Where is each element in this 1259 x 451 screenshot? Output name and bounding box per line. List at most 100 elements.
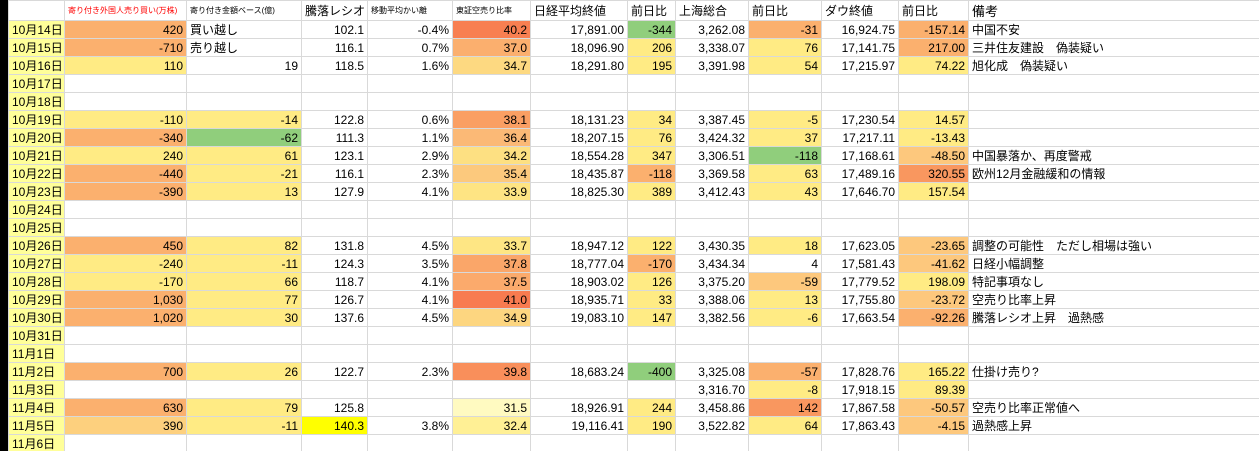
- cell-shanghai[interactable]: 3,434.34: [675, 254, 749, 273]
- cell-amount[interactable]: [186, 74, 302, 93]
- cell-ma[interactable]: 2.9%: [367, 146, 453, 165]
- cell-amount[interactable]: [186, 380, 302, 399]
- date-cell[interactable]: 10月29日: [8, 290, 65, 309]
- cell-remark[interactable]: 三井住友建設 偽装疑い: [968, 38, 1259, 57]
- cell-nikkei_chg[interactable]: 206: [627, 38, 676, 57]
- cell-nikkei_chg[interactable]: 389: [627, 182, 676, 201]
- cell-nikkei_chg[interactable]: [627, 380, 676, 399]
- cell-remark[interactable]: 過熱感上昇: [968, 416, 1259, 435]
- cell-foreign[interactable]: -440: [64, 164, 187, 183]
- cell-nikkei[interactable]: [530, 344, 628, 363]
- cell-ma[interactable]: [367, 74, 453, 93]
- cell-dow[interactable]: [821, 74, 899, 93]
- cell-dow[interactable]: [821, 92, 899, 111]
- cell-shanghai_chg[interactable]: -59: [748, 272, 822, 291]
- cell-dow_chg[interactable]: -4.15: [898, 416, 969, 435]
- cell-shanghai[interactable]: 3,382.56: [675, 308, 749, 327]
- cell-shanghai[interactable]: [675, 92, 749, 111]
- cell-nikkei[interactable]: [530, 92, 628, 111]
- cell-shanghai[interactable]: 3,262.08: [675, 20, 749, 39]
- cell-shanghai[interactable]: [675, 218, 749, 237]
- cell-shanghai_chg[interactable]: -8: [748, 380, 822, 399]
- cell-foreign[interactable]: [64, 326, 187, 345]
- cell-remark[interactable]: 中国不安: [968, 20, 1259, 39]
- cell-amount[interactable]: [186, 344, 302, 363]
- header-cell-dow_chg[interactable]: 前日比: [898, 0, 969, 21]
- cell-short[interactable]: 33.7: [452, 236, 531, 255]
- cell-ma[interactable]: [367, 200, 453, 219]
- cell-shanghai_chg[interactable]: -6: [748, 308, 822, 327]
- cell-nikkei_chg[interactable]: -118: [627, 164, 676, 183]
- cell-short[interactable]: 33.9: [452, 182, 531, 201]
- cell-remark[interactable]: 特記事項なし: [968, 272, 1259, 291]
- cell-dow_chg[interactable]: 165.22: [898, 362, 969, 381]
- cell-dow_chg[interactable]: [898, 344, 969, 363]
- cell-ratio[interactable]: 116.1: [301, 164, 368, 183]
- date-cell[interactable]: 10月16日: [8, 56, 65, 75]
- cell-shanghai[interactable]: 3,391.98: [675, 56, 749, 75]
- cell-dow_chg[interactable]: 198.09: [898, 272, 969, 291]
- cell-amount[interactable]: 79: [186, 398, 302, 417]
- cell-shanghai_chg[interactable]: -57: [748, 362, 822, 381]
- cell-ratio[interactable]: [301, 74, 368, 93]
- cell-dow[interactable]: 17,646.70: [821, 182, 899, 201]
- cell-shanghai[interactable]: 3,387.45: [675, 110, 749, 129]
- cell-dow_chg[interactable]: -23.72: [898, 290, 969, 309]
- cell-nikkei_chg[interactable]: 34: [627, 110, 676, 129]
- cell-ma[interactable]: 1.1%: [367, 128, 453, 147]
- cell-short[interactable]: [452, 326, 531, 345]
- cell-dow[interactable]: 17,141.75: [821, 38, 899, 57]
- cell-ratio[interactable]: [301, 380, 368, 399]
- cell-ratio[interactable]: 124.3: [301, 254, 368, 273]
- date-cell[interactable]: 11月1日: [8, 344, 65, 363]
- cell-nikkei_chg[interactable]: -400: [627, 362, 676, 381]
- date-cell[interactable]: 10月21日: [8, 146, 65, 165]
- cell-amount[interactable]: 30: [186, 308, 302, 327]
- cell-nikkei[interactable]: 18,291.80: [530, 56, 628, 75]
- cell-ma[interactable]: 1.6%: [367, 56, 453, 75]
- cell-foreign[interactable]: [64, 380, 187, 399]
- cell-amount[interactable]: 77: [186, 290, 302, 309]
- cell-ratio[interactable]: 111.3: [301, 128, 368, 147]
- cell-dow[interactable]: 16,924.75: [821, 20, 899, 39]
- cell-shanghai_chg[interactable]: 64: [748, 416, 822, 435]
- cell-nikkei_chg[interactable]: [627, 74, 676, 93]
- cell-foreign[interactable]: 110: [64, 56, 187, 75]
- header-cell-dow[interactable]: ダウ終値: [821, 0, 899, 21]
- cell-dow_chg[interactable]: 217.00: [898, 38, 969, 57]
- cell-short[interactable]: 34.9: [452, 308, 531, 327]
- cell-ma[interactable]: 2.3%: [367, 164, 453, 183]
- cell-dow_chg[interactable]: -50.57: [898, 398, 969, 417]
- cell-dow[interactable]: 17,217.11: [821, 128, 899, 147]
- cell-dow_chg[interactable]: [898, 200, 969, 219]
- cell-dow_chg[interactable]: 14.57: [898, 110, 969, 129]
- cell-shanghai[interactable]: [675, 434, 749, 451]
- cell-dow[interactable]: 17,918.15: [821, 380, 899, 399]
- cell-dow[interactable]: 17,867.58: [821, 398, 899, 417]
- cell-foreign[interactable]: 390: [64, 416, 187, 435]
- cell-shanghai_chg[interactable]: 54: [748, 56, 822, 75]
- cell-nikkei[interactable]: 18,903.02: [530, 272, 628, 291]
- cell-ratio[interactable]: [301, 326, 368, 345]
- cell-amount[interactable]: -62: [186, 128, 302, 147]
- header-cell-nikkei_chg[interactable]: 前日比: [627, 0, 676, 21]
- cell-ma[interactable]: [367, 380, 453, 399]
- date-cell[interactable]: 10月22日: [8, 164, 65, 183]
- cell-foreign[interactable]: [64, 218, 187, 237]
- cell-shanghai[interactable]: 3,412.43: [675, 182, 749, 201]
- cell-remark[interactable]: [968, 344, 1259, 363]
- cell-shanghai_chg[interactable]: -118: [748, 146, 822, 165]
- date-cell[interactable]: 11月4日: [8, 398, 65, 417]
- cell-remark[interactable]: 中国暴落か、再度警戒: [968, 146, 1259, 165]
- cell-nikkei_chg[interactable]: [627, 344, 676, 363]
- header-cell-amount[interactable]: 寄り付き金額ベース(億): [186, 0, 302, 21]
- cell-nikkei_chg[interactable]: [627, 200, 676, 219]
- header-cell-foreign[interactable]: 寄り付き外国人売り買い(万株): [64, 0, 187, 21]
- cell-shanghai[interactable]: 3,458.86: [675, 398, 749, 417]
- cell-amount[interactable]: -21: [186, 164, 302, 183]
- cell-remark[interactable]: 騰落レシオ上昇 過熱感: [968, 308, 1259, 327]
- cell-remark[interactable]: 欧州12月金融緩和の情報: [968, 164, 1259, 183]
- cell-foreign[interactable]: -340: [64, 128, 187, 147]
- cell-short[interactable]: 34.7: [452, 56, 531, 75]
- cell-foreign[interactable]: -240: [64, 254, 187, 273]
